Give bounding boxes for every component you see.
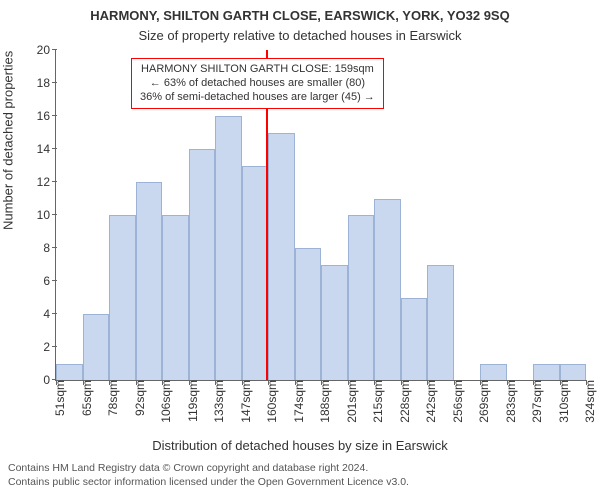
x-tick: 160sqm [257,380,279,423]
y-tick: 2 [43,340,56,354]
x-tick: 106sqm [151,380,173,423]
bar [401,298,428,381]
bar [189,149,216,380]
bar [109,215,136,380]
footer-line-2: Contains public sector information licen… [8,476,409,488]
bar [427,265,454,381]
x-tick: 324sqm [575,380,597,423]
bar [295,248,322,380]
y-tick: 20 [37,43,56,57]
plot-area: 0246810121416182051sqm65sqm78sqm92sqm106… [55,50,586,381]
bar [268,133,295,381]
x-tick: 256sqm [443,380,465,423]
y-tick: 12 [37,175,56,189]
x-tick: 78sqm [98,380,120,416]
bar [480,364,507,381]
bar [215,116,242,380]
y-tick: 4 [43,307,56,321]
x-tick: 188sqm [310,380,332,423]
chart-footer: Contains HM Land Registry data © Crown c… [8,462,592,489]
x-tick: 119sqm [178,380,200,422]
y-tick: 14 [37,142,56,156]
x-tick: 51sqm [45,380,67,416]
y-tick: 10 [37,208,56,222]
chart-container: HARMONY, SHILTON GARTH CLOSE, EARSWICK, … [0,0,600,500]
y-tick: 18 [37,76,56,90]
x-tick: 174sqm [284,380,306,423]
x-tick: 283sqm [496,380,518,423]
x-tick: 133sqm [204,380,226,423]
y-axis-label: Number of detached properties [1,51,16,230]
x-tick: 310sqm [549,380,571,423]
chart-subtitle: Size of property relative to detached ho… [0,28,600,43]
bar [83,314,110,380]
x-tick: 269sqm [469,380,491,423]
bar [321,265,348,381]
bar [348,215,375,380]
bar [242,166,269,381]
x-tick: 92sqm [125,380,147,416]
x-tick: 228sqm [390,380,412,423]
y-tick: 16 [37,109,56,123]
bar [136,182,163,380]
bar [533,364,560,381]
x-tick: 65sqm [72,380,94,416]
annotation-box: HARMONY SHILTON GARTH CLOSE: 159sqm← 63%… [131,58,384,109]
annotation-line: ← 63% of detached houses are smaller (80… [140,77,375,91]
bar [162,215,189,380]
x-tick: 242sqm [416,380,438,423]
annotation-line: 36% of semi-detached houses are larger (… [140,91,375,105]
bar [56,364,83,381]
y-tick: 6 [43,274,56,288]
bar [374,199,401,381]
bar [560,364,587,381]
annotation-line: HARMONY SHILTON GARTH CLOSE: 159sqm [140,63,375,77]
chart-title: HARMONY, SHILTON GARTH CLOSE, EARSWICK, … [0,8,600,23]
x-axis-label: Distribution of detached houses by size … [0,438,600,453]
y-tick: 8 [43,241,56,255]
footer-line-1: Contains HM Land Registry data © Crown c… [8,462,368,474]
x-tick: 297sqm [522,380,544,423]
x-tick: 201sqm [337,380,359,423]
x-tick: 147sqm [231,380,253,423]
x-tick: 215sqm [363,380,385,423]
